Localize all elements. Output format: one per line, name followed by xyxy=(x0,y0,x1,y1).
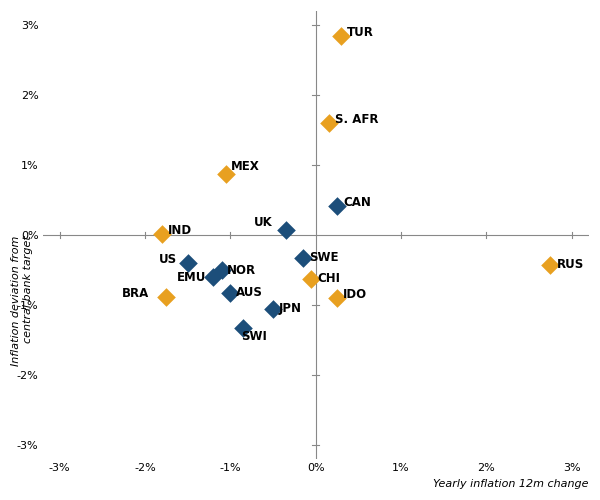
Point xyxy=(183,259,193,267)
Point xyxy=(221,170,231,177)
Point xyxy=(324,119,334,127)
Text: IDO: IDO xyxy=(343,288,367,301)
Point xyxy=(545,260,555,268)
X-axis label: Yearly inflation 12m change: Yearly inflation 12m change xyxy=(433,479,589,489)
Text: SWI: SWI xyxy=(241,330,268,343)
Point xyxy=(307,274,316,282)
Point xyxy=(209,273,218,281)
Text: S. AFR: S. AFR xyxy=(335,113,378,126)
Y-axis label: Inflation deviation from
central bank target: Inflation deviation from central bank ta… xyxy=(11,235,33,366)
Point xyxy=(161,292,171,300)
Text: UK: UK xyxy=(253,216,272,229)
Point xyxy=(217,266,227,274)
Point xyxy=(332,202,342,209)
Point xyxy=(268,304,278,312)
Text: TUR: TUR xyxy=(347,26,374,38)
Text: US: US xyxy=(158,253,177,266)
Text: JPN: JPN xyxy=(278,302,301,315)
Text: BRA: BRA xyxy=(122,286,149,300)
Point xyxy=(298,254,308,262)
Point xyxy=(226,288,235,296)
Text: IND: IND xyxy=(168,224,192,236)
Text: AUS: AUS xyxy=(235,286,262,299)
Text: CHI: CHI xyxy=(317,272,340,285)
Point xyxy=(238,324,248,332)
Point xyxy=(337,32,346,40)
Text: NOR: NOR xyxy=(227,264,256,276)
Text: EMU: EMU xyxy=(176,270,206,283)
Text: MEX: MEX xyxy=(230,160,259,173)
Point xyxy=(281,226,290,234)
Point xyxy=(332,294,342,302)
Text: SWE: SWE xyxy=(309,251,338,264)
Text: CAN: CAN xyxy=(343,196,371,208)
Point xyxy=(157,230,167,237)
Text: RUS: RUS xyxy=(556,258,584,271)
